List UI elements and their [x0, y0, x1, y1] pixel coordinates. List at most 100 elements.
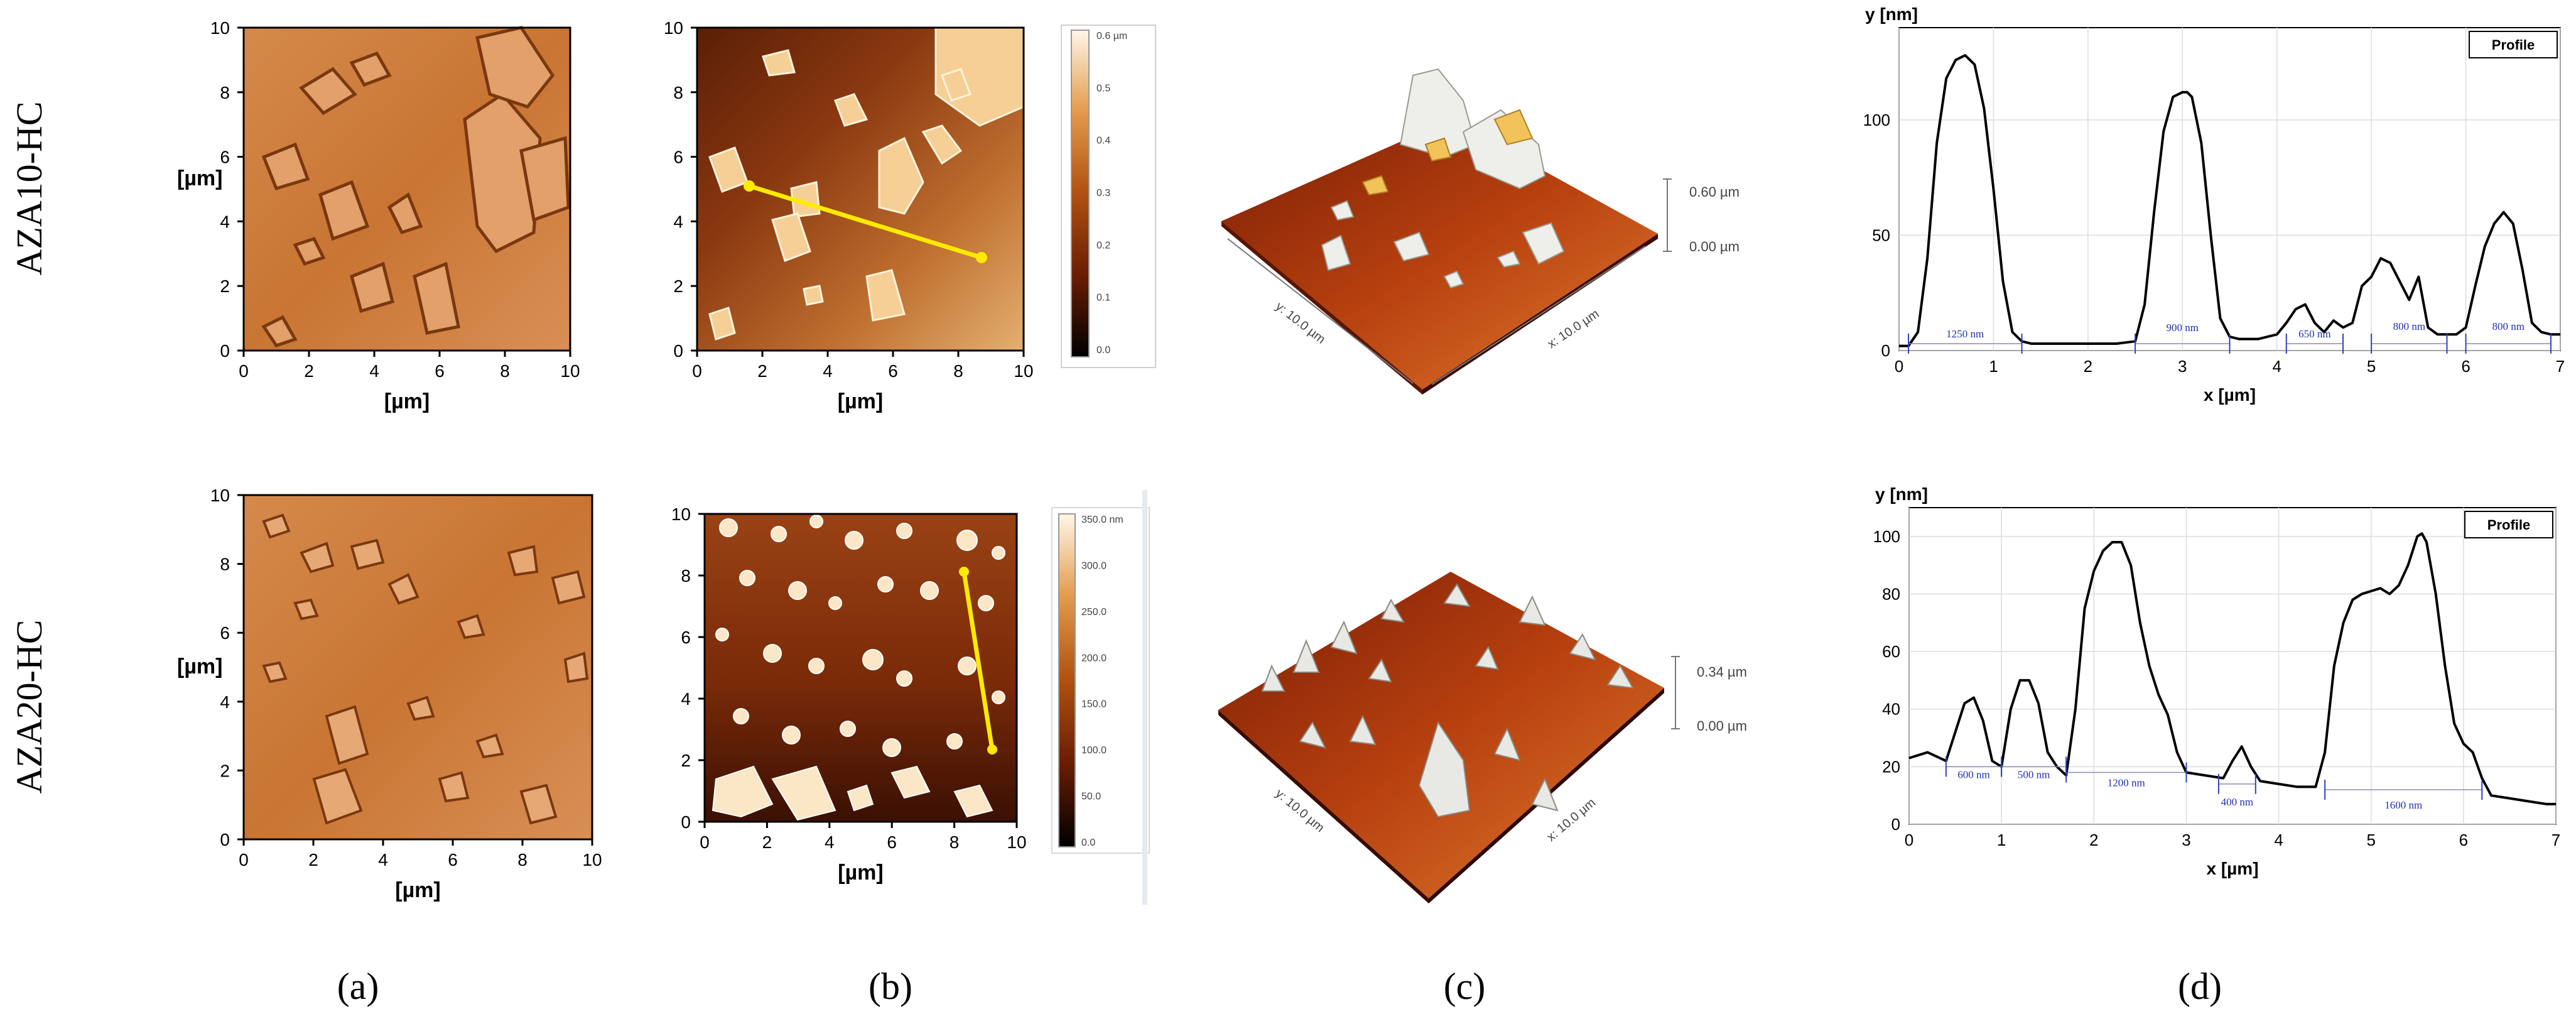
afm-3d-view-row2: 0.34 µm 0.00 µm y: 10.0 µm x: 10.0 µm — [1218, 572, 1747, 903]
x-tick-label: 5 — [2367, 357, 2376, 376]
y-tick-label-a1: 4 — [220, 212, 230, 231]
colorbar-label: 0.0 — [1081, 837, 1095, 848]
profile-chart-row2: 0 1 2 3 4 5 6 7 0 20 40 60 80 100 y [nm] x [µm] Profile 6… — [1873, 484, 2561, 878]
x-tick-label-b2: 4 — [825, 832, 835, 852]
x-tick-label: 7 — [2552, 831, 2560, 849]
afm-3d-view-row1: 0.60 µm 0.00 µm y: 10.0 µm x: 10.0 µm — [1221, 68, 1740, 395]
panel-labels: (a) (b) (c) (d) — [337, 966, 2222, 1007]
colorbar-label: 0.3 — [1096, 188, 1110, 199]
y-tick-label: 60 — [1882, 642, 1900, 661]
colorbar-label: 300.0 — [1081, 560, 1107, 571]
x-tick-label-a1: 10 — [560, 361, 580, 381]
colorbar-label: 0.6 µm — [1096, 31, 1127, 41]
y-tick-label-a2: 8 — [220, 555, 230, 574]
x-tick-label-a2: 4 — [378, 850, 388, 870]
y-tick-label: 0 — [1891, 815, 1900, 834]
afm-amplitude-image-row2 — [244, 495, 592, 839]
y-tick-label-a1: 6 — [220, 148, 230, 167]
x-tick-label: 4 — [2272, 357, 2281, 376]
panel-label-c: (c) — [1444, 966, 1486, 1007]
x-tick-label: 0 — [1895, 357, 1903, 376]
x-tick-label: 0 — [1905, 831, 1913, 849]
panel-label-d: (d) — [2178, 966, 2222, 1007]
y-tick-label: 0 — [1881, 341, 1890, 360]
colorbar-label: 0.0 — [1096, 345, 1110, 356]
panel-label-b: (b) — [869, 966, 912, 1007]
x-tick-label-a1: 0 — [239, 361, 249, 381]
x-tick-label-a1: 2 — [304, 361, 314, 381]
colorbar-label: 250.0 — [1081, 607, 1107, 618]
y-tick-label: 100 — [1863, 111, 1890, 129]
colorbar-label: 0.2 — [1096, 240, 1110, 251]
y-tick-label: 20 — [1882, 757, 1900, 776]
3d-bottom-label-row2: 0.00 µm — [1697, 718, 1747, 734]
y-tick-label-b1: 8 — [673, 83, 683, 102]
y-tick-label-b2: 2 — [681, 751, 691, 770]
colorbar-row1: 0.6 µm 0.5 0.4 0.3 0.2 0.1 0.0 — [1061, 25, 1156, 368]
x-tick-label: 7 — [2556, 357, 2565, 376]
profile-line — [1908, 532, 2556, 805]
x-tick-label-b1: 10 — [1014, 361, 1033, 381]
y-tick-label-a1: 8 — [220, 83, 230, 102]
x-tick-label-a1: 6 — [435, 361, 445, 381]
y-axis-label: y [nm] — [1875, 484, 1928, 504]
x-tick-label-a2: 10 — [582, 850, 602, 870]
x-tick-label-b1: 4 — [823, 361, 833, 381]
x-axis-unit-b1: [µm] — [838, 390, 883, 413]
y-tick-label-b1: 6 — [673, 148, 683, 167]
x-axis-unit-b2: [µm] — [838, 861, 883, 885]
y-axis-label: y [nm] — [1865, 4, 1918, 24]
x-tick-label-b1: 0 — [692, 361, 702, 381]
y-tick-label-a1: 0 — [220, 341, 230, 361]
colorbar-label: 100.0 — [1081, 745, 1107, 756]
x-tick-label: 3 — [2182, 831, 2190, 849]
x-tick-label: 6 — [2461, 357, 2470, 376]
x-tick-label-b2: 6 — [887, 832, 897, 852]
y-tick-label-a2: 0 — [220, 830, 230, 849]
profile-line — [1899, 54, 2560, 347]
row-label-1: AZA10-HC — [9, 101, 50, 275]
legend-label: Profile — [2487, 517, 2530, 533]
x-tick-label: 3 — [2178, 357, 2187, 376]
legend-box — [2464, 511, 2553, 538]
x-axis-unit-a1: [µm] — [384, 390, 430, 413]
x-axis-unit-a2: [µm] — [395, 878, 440, 902]
afm-height-image-row2 — [705, 514, 1017, 822]
y-tick-label-b2: 8 — [681, 566, 691, 586]
y-tick-label-b2: 0 — [681, 812, 691, 832]
3d-top-label-row2: 0.34 µm — [1697, 664, 1747, 680]
panel-label-a: (a) — [337, 966, 379, 1007]
afm-height-image-row1 — [697, 26, 1025, 351]
x-tick-label-a1: 8 — [500, 361, 510, 381]
width-annotation: 650 nm — [2298, 328, 2330, 340]
x-tick-label: 2 — [2089, 831, 2098, 849]
y-tick-label-a2: 6 — [220, 623, 230, 643]
colorbar-label: 0.4 — [1096, 136, 1110, 146]
x-tick-label: 4 — [2274, 831, 2283, 849]
colorbar-label: 200.0 — [1081, 653, 1107, 663]
y-tick-label-b1: 10 — [664, 18, 683, 38]
y-tick-label: 80 — [1882, 584, 1900, 603]
y-tick-label-b2: 4 — [681, 689, 691, 709]
x-tick-label-b1: 6 — [888, 361, 898, 381]
legend-label: Profile — [2492, 37, 2535, 53]
width-annotation: 1250 nm — [1946, 328, 1984, 340]
y-tick-label-b2: 10 — [671, 504, 691, 524]
x-axis-label: x [µm] — [2206, 859, 2258, 878]
width-annotation: 600 nm — [1957, 768, 1989, 780]
x-tick-label-b2: 2 — [762, 832, 772, 852]
x-tick-label-a2: 8 — [517, 850, 528, 870]
x-tick-label-b2: 10 — [1007, 832, 1026, 852]
width-annotation: 900 nm — [2167, 322, 2199, 334]
colorbar-label: 350.0 nm — [1081, 515, 1123, 525]
colorbar-label: 150.0 — [1081, 699, 1107, 710]
x-tick-label: 6 — [2459, 831, 2468, 849]
colorbar-label: 0.1 — [1096, 293, 1110, 303]
x-tick-label-b2: 0 — [700, 832, 710, 852]
x-tick-label: 2 — [2084, 357, 2092, 376]
y-tick-label-a2: 10 — [210, 486, 230, 505]
x-tick-label-b2: 8 — [950, 832, 960, 852]
width-annotation: 800 nm — [2492, 320, 2525, 332]
x-tick-label: 5 — [2366, 831, 2375, 849]
